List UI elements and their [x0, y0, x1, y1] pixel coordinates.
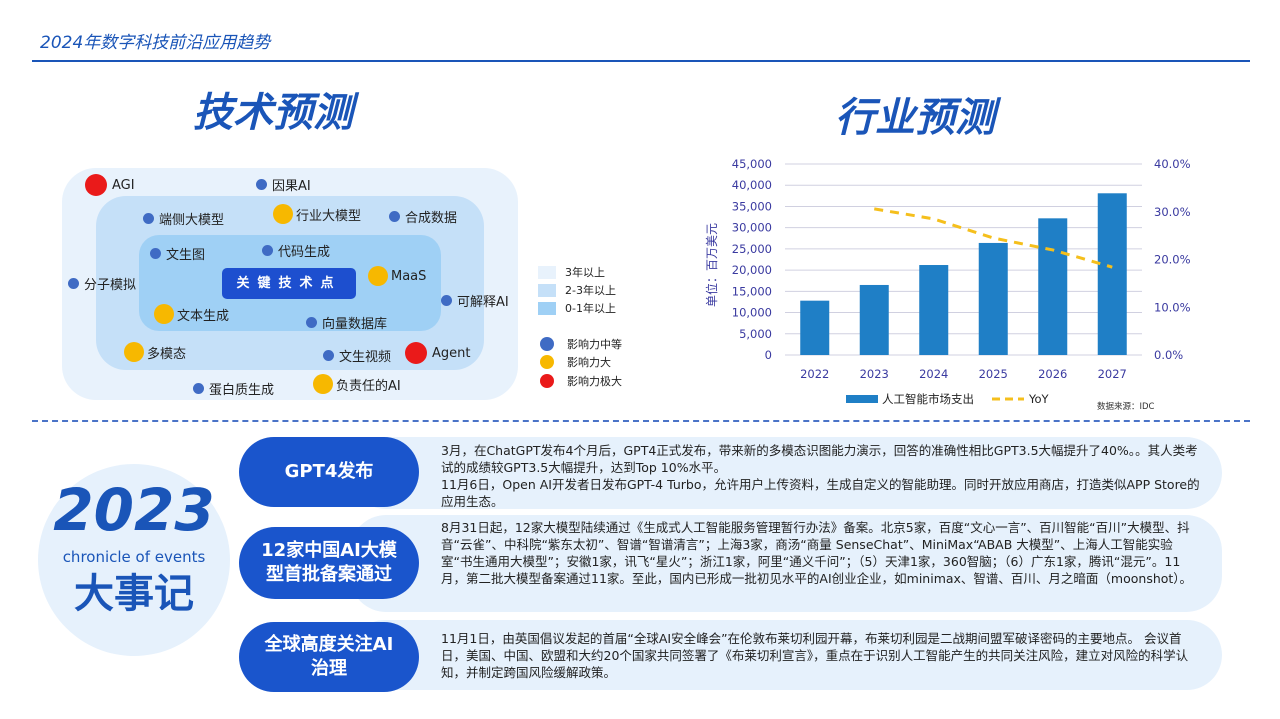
node-text-to-image: 文生图: [150, 244, 205, 263]
impact-medium-dot: [389, 211, 400, 222]
left-axis-tick-label: 15,000: [732, 284, 772, 298]
node-protein-gen: 蛋白质生成: [193, 379, 274, 398]
event-label-gpt4: GPT4发布: [239, 437, 419, 507]
event-card-bg: [350, 620, 1222, 690]
chart-bar: [800, 300, 830, 355]
node-synthetic-data: 合成数据: [389, 207, 457, 226]
x-axis-tick-label: 2024: [919, 367, 948, 381]
event-text-ai-governance: 11月1日，由英国倡议发起的首届“全球AI安全峰会”在伦敦布莱切利园开幕，布莱切…: [441, 631, 1189, 680]
tech-forecast-title: 技术预测: [193, 90, 353, 136]
x-axis-tick-label: 2026: [1038, 367, 1067, 381]
x-axis-tick-label: 2027: [1098, 367, 1127, 381]
event-card-bg: [350, 515, 1222, 612]
left-axis-tick-label: 5,000: [739, 327, 772, 341]
impact-large-dot: [313, 374, 333, 394]
impact-extreme-dot: [85, 174, 107, 196]
legend-impact-medium: 影响力中等: [540, 336, 622, 352]
left-axis-tick-label: 45,000: [732, 157, 772, 171]
left-axis-tick-label: 35,000: [732, 199, 772, 213]
event-label-ai-governance: 全球高度关注AI治理: [239, 622, 419, 692]
left-axis-tick-label: 40,000: [732, 178, 772, 192]
legend-impact-extreme: 影响力极大: [540, 373, 622, 389]
year-circle: [38, 464, 230, 656]
node-agent: Agent: [405, 342, 470, 364]
event-label-china-ai-filing: 12家中国AI大模型首批备案通过: [239, 527, 419, 599]
right-axis-tick-label: 0.0%: [1154, 348, 1183, 362]
impact-large-dot: [124, 342, 144, 362]
chart-bar: [1097, 193, 1127, 355]
header-divider: [32, 60, 1250, 62]
x-axis-tick-label: 2022: [800, 367, 829, 381]
chart-bars: [800, 193, 1127, 355]
node-molecular-sim: 分子模拟: [68, 274, 136, 293]
chart-legend: 人工智能市场支出 YoY: [846, 392, 1050, 406]
node-maas: MaaS: [368, 266, 426, 286]
key-tech-core-label: 关键技术点: [222, 268, 356, 299]
right-axis-tick-label: 30.0%: [1154, 205, 1191, 219]
node-agi: AGI: [85, 174, 135, 196]
impact-medium-dot: [256, 179, 267, 190]
impact-medium-dot: [150, 248, 161, 259]
node-responsible-ai: 负责任的AI: [313, 374, 401, 394]
section-separator: [32, 420, 1250, 422]
node-edge-model: 端侧大模型: [143, 209, 224, 228]
right-axis-tick-label: 40.0%: [1154, 157, 1191, 171]
chart-right-axis-ticks: 0.0% 10.0% 20.0% 30.0% 40.0%: [1154, 157, 1191, 362]
report-title: 2024年数字科技前沿应用趋势: [40, 33, 271, 53]
impact-extreme-dot: [405, 342, 427, 364]
events-subtitle: chronicle of events: [62, 548, 206, 566]
node-text-to-video: 文生视频: [323, 346, 391, 365]
legend-yoy-label: YoY: [1028, 392, 1050, 406]
legend-bar-label: 人工智能市场支出: [882, 392, 974, 406]
industry-forecast-title: 行业预测: [835, 95, 995, 141]
chart-source: 数据来源：IDC: [1097, 401, 1155, 412]
chart-y-axis-label: 单位：百万美元: [704, 223, 719, 307]
impact-medium-dot: [143, 213, 154, 224]
left-axis-tick-label: 30,000: [732, 221, 772, 235]
chart-bar: [859, 284, 889, 355]
impact-medium-dot: [441, 295, 452, 306]
chart-x-axis-ticks: 2022 2023 2024 2025 2026 2027: [800, 367, 1127, 381]
node-multimodal: 多模态: [124, 342, 186, 362]
node-explainable-ai: 可解释AI: [441, 291, 509, 310]
node-industry-model: 行业大模型: [273, 204, 361, 224]
legend-3plus-years: 3年以上: [538, 264, 605, 280]
legend-0-1-years: 0-1年以上: [538, 300, 616, 316]
legend-impact-large: 影响力大: [540, 354, 611, 370]
impact-medium-dot: [306, 317, 317, 328]
node-vector-db: 向量数据库: [306, 313, 387, 332]
event-text-gpt4: 3月，在ChatGPT发布4个月后，GPT4正式发布，带来新的多模态识图能力演示…: [441, 443, 1200, 509]
impact-medium-dot: [68, 278, 79, 289]
right-axis-tick-label: 10.0%: [1154, 300, 1191, 314]
node-causal-ai: 因果AI: [256, 175, 311, 194]
chart-bar: [919, 265, 949, 355]
chart-left-axis-ticks: 0 5,000 10,000 15,000 20,000 25,000 30,000 35,0…: [732, 157, 772, 362]
chart-yoy-line: [874, 207, 1113, 269]
event-text-china-ai-filing: 8月31日起，12家大模型陆续通过《生成式人工智能服务管理暂行办法》备案。北京5…: [441, 520, 1193, 586]
impact-medium-dot: [323, 350, 334, 361]
impact-medium-dot: [262, 245, 273, 256]
left-axis-tick-label: 25,000: [732, 242, 772, 256]
left-axis-tick-label: 20,000: [732, 263, 772, 277]
events-year: 2023: [53, 476, 215, 544]
chart-gridlines: [785, 163, 1142, 356]
events-title: 大事记: [74, 571, 194, 617]
legend-bar-swatch: [846, 395, 878, 403]
impact-large-dot: [154, 304, 174, 324]
event-card-bg: [350, 437, 1222, 509]
node-text-gen: 文本生成: [154, 304, 229, 324]
right-axis-tick-label: 20.0%: [1154, 253, 1191, 267]
impact-medium-dot: [193, 383, 204, 394]
x-axis-tick-label: 2023: [860, 367, 889, 381]
chart-bar: [1038, 218, 1068, 355]
impact-large-dot: [368, 266, 388, 286]
x-axis-tick-label: 2025: [979, 367, 1008, 381]
left-axis-tick-label: 10,000: [732, 306, 772, 320]
ai-spending-chart: 0 5,000 10,000 15,000 20,000 25,000 30,000 35,0…: [704, 157, 1191, 412]
legend-2-3-years: 2-3年以上: [538, 282, 616, 298]
chart-bar: [978, 242, 1008, 355]
node-code-gen: 代码生成: [262, 241, 330, 260]
left-axis-tick-label: 0: [765, 348, 772, 362]
impact-large-dot: [273, 204, 293, 224]
